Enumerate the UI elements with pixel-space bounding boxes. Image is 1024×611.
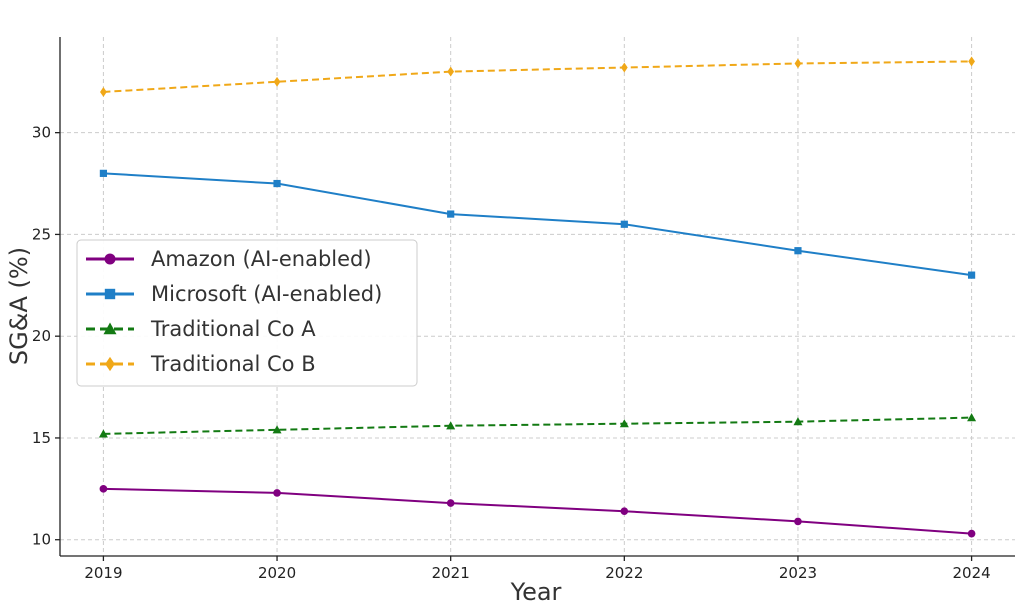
series-2 xyxy=(99,169,976,279)
data-point xyxy=(620,220,628,228)
legend-label: Traditional Co A xyxy=(150,317,316,341)
x-tick-label: 2019 xyxy=(84,564,122,582)
series-line xyxy=(103,60,972,93)
legend-item: Microsoft (AI-enabled) xyxy=(86,282,382,306)
y-tick-label: 15 xyxy=(32,429,51,447)
data-point xyxy=(794,517,802,526)
data-point xyxy=(794,58,802,69)
legend: Amazon (AI-enabled) Microsoft (AI-enabled… xyxy=(76,239,418,387)
y-tick-label: 10 xyxy=(32,531,51,549)
x-tick-label: 2020 xyxy=(258,564,296,582)
series-1 xyxy=(99,485,976,538)
ticks: 2019 2020 2021 2022 2023 2024 10 15 20 25 30 xyxy=(32,124,991,582)
data-point xyxy=(793,417,803,426)
data-point xyxy=(446,421,456,430)
series xyxy=(98,56,977,538)
legend-marker xyxy=(104,288,116,300)
data-point xyxy=(794,247,802,255)
axes xyxy=(59,37,1015,557)
data-point xyxy=(99,485,108,493)
data-point xyxy=(446,499,455,507)
legend-item: Traditional Co A xyxy=(86,317,316,341)
legend-frame xyxy=(76,239,418,387)
legend-item: Amazon (AI-enabled) xyxy=(86,247,372,271)
series-4 xyxy=(100,56,975,97)
legend-label: Traditional Co B xyxy=(150,352,316,376)
y-tick-label: 25 xyxy=(32,225,51,243)
x-axis-title: Year xyxy=(510,578,562,606)
data-point xyxy=(967,413,977,422)
x-tick-label: 2023 xyxy=(779,564,817,582)
series-line xyxy=(103,487,972,535)
series-line xyxy=(103,416,972,435)
data-point xyxy=(447,210,455,218)
data-point xyxy=(447,66,455,77)
data-point xyxy=(273,489,281,497)
x-tick-label: 2024 xyxy=(952,564,990,582)
x-tick-label: 2022 xyxy=(605,564,643,582)
data-point xyxy=(968,56,975,67)
data-point xyxy=(100,87,107,97)
data-point xyxy=(967,529,976,538)
data-point xyxy=(620,507,629,516)
legend-marker xyxy=(104,253,116,265)
series-line xyxy=(103,172,972,277)
legend-label: Microsoft (AI-enabled) xyxy=(151,282,382,306)
legend-label: Amazon (AI-enabled) xyxy=(151,247,372,271)
data-point xyxy=(99,169,108,177)
y-tick-label: 30 xyxy=(32,124,51,142)
x-tick-label: 2021 xyxy=(432,564,470,582)
data-point xyxy=(273,179,281,188)
data-point xyxy=(967,271,976,279)
series-3 xyxy=(98,413,977,438)
legend-marker xyxy=(103,322,117,335)
data-point xyxy=(619,419,629,428)
legend-item: Traditional Co B xyxy=(86,352,316,376)
y-axis-title: SG&A (%) xyxy=(5,247,33,365)
data-point xyxy=(98,429,108,438)
y-tick-label: 20 xyxy=(32,327,51,345)
data-point xyxy=(620,62,628,73)
data-point xyxy=(273,76,281,87)
legend-marker xyxy=(105,356,115,372)
data-point xyxy=(272,425,282,434)
